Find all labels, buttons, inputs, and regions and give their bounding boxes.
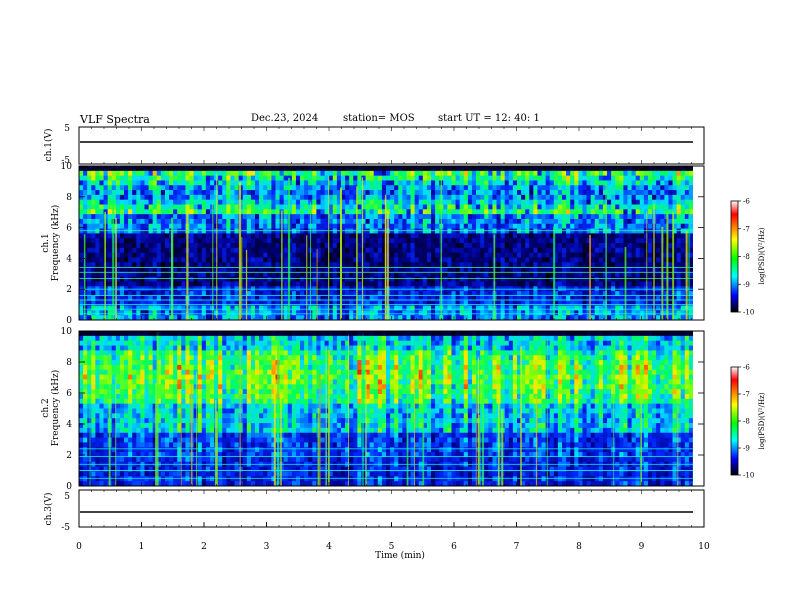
xtick-label-9: 9 xyxy=(639,542,645,552)
colorbar-tick-1-2: -8 xyxy=(743,253,750,261)
ytick-label-1-2: 4 xyxy=(66,254,72,264)
ytick-label-2-1: 2 xyxy=(66,451,72,461)
colorbar-tick-2-1: -7 xyxy=(743,391,750,399)
xtick-label-4: 4 xyxy=(326,542,332,552)
xtick-label-6: 6 xyxy=(451,542,457,552)
xtick-label-7: 7 xyxy=(514,542,520,552)
ch2-colorbar: -6 -7 -8 -9 -10 log(PSD)(V²/Hz) xyxy=(730,364,766,480)
ytick-label-2-3: 6 xyxy=(66,389,72,399)
ch2-frequency-axis: 0 2 4 6 8 10 xyxy=(61,327,704,492)
ch1-colorbar-ticks: -6 -7 -8 -9 -10 xyxy=(738,198,754,317)
ch3-voltage-frame xyxy=(78,489,705,528)
ytick-label-2-2: 4 xyxy=(66,420,72,430)
colorbar-tick-2-3: -9 xyxy=(743,445,750,453)
ch1-ylabel-channel: ch.1 xyxy=(41,233,51,252)
xtick-label-1: 1 xyxy=(139,542,145,552)
ch1-colorbar: -6 -7 -8 -9 -10 log(PSD)(V²/Hz) xyxy=(730,198,766,317)
ch1-voltage-ylabel: ch.1(V) xyxy=(43,129,54,162)
time-axis-label: Time (min) xyxy=(375,550,425,561)
ch1-spectrogram-image xyxy=(79,166,693,320)
ch1-voltage-ytick-top: 5 xyxy=(64,124,70,134)
ch2-colorbar-gradient xyxy=(730,366,739,476)
ytick-label-2-4: 8 xyxy=(66,358,72,368)
colorbar-tick-2-2: -8 xyxy=(743,418,750,426)
ytick-label-2-0: 0 xyxy=(66,482,72,492)
xtick-label-10: 10 xyxy=(698,542,710,552)
ch3-voltage-ylabel: ch.3(V) xyxy=(43,493,54,526)
ch2-ylabel-frequency: Frequency (kHz) xyxy=(50,370,61,447)
ytick-label-1-0: 0 xyxy=(66,316,72,326)
ch1-voltage-ytick-bottom: -5 xyxy=(61,156,70,166)
xtick-label-2: 2 xyxy=(201,542,207,552)
ch1-colorbar-gradient xyxy=(730,200,739,313)
start-time-label: start UT = 12: 40: 1 xyxy=(438,113,540,124)
colorbar-tick-2-4: -10 xyxy=(743,472,754,480)
ch2-spectrogram-image xyxy=(79,331,693,486)
xtick-label-8: 8 xyxy=(576,542,582,552)
ytick-label-1-5: 10 xyxy=(61,162,73,172)
colorbar-tick-2-0: -6 xyxy=(743,364,750,372)
ch1-voltage-frame xyxy=(78,126,705,165)
ch2-colorbar-label: log(PSD)(V²/Hz) xyxy=(758,392,766,449)
station-label: station= MOS xyxy=(343,113,415,124)
figure-title: VLF Spectra xyxy=(80,113,150,126)
time-axis: 0 1 2 3 4 5 6 7 8 9 10 xyxy=(76,127,710,552)
colorbar-tick-1-3: -9 xyxy=(743,281,750,289)
xtick-label-3: 3 xyxy=(264,542,270,552)
ch3-voltage-ytick-bottom: -5 xyxy=(61,523,70,533)
ytick-label-2-5: 10 xyxy=(61,327,73,337)
ch1-colorbar-label: log(PSD)(V²/Hz) xyxy=(758,227,766,284)
xtick-label-5: 5 xyxy=(389,542,395,552)
ytick-label-1-3: 6 xyxy=(66,224,72,234)
ch1-spectrogram-panel: 0 2 4 6 8 10 ch.1 Frequency (kHz) xyxy=(41,162,705,326)
colorbar-tick-1-0: -6 xyxy=(743,198,750,206)
ch1-frequency-axis: 0 2 4 6 8 10 xyxy=(61,162,704,326)
colorbar-tick-1-4: -10 xyxy=(743,309,754,317)
ch3-voltage-panel: 5 -5 ch.3(V) 0 1 2 3 4 5 6 7 8 9 10 Time (min) xyxy=(43,127,710,561)
date-label: Dec.23, 2024 xyxy=(251,113,319,124)
ytick-label-1-1: 2 xyxy=(66,285,72,295)
ch1-voltage-panel: 5 -5 ch.1(V) xyxy=(43,124,705,166)
ytick-label-1-4: 8 xyxy=(66,193,72,203)
ch3-voltage-ytick-top: 5 xyxy=(64,492,70,502)
ch2-spectrogram-panel: 0 2 4 6 8 10 ch.2 Frequency (kHz) xyxy=(41,327,705,492)
ch1-ylabel-frequency: Frequency (kHz) xyxy=(50,205,61,282)
ch2-ylabel-channel: ch.2 xyxy=(41,398,51,417)
ch2-colorbar-ticks: -6 -7 -8 -9 -10 xyxy=(738,364,754,480)
xtick-label-0: 0 xyxy=(76,542,82,552)
colorbar-tick-1-1: -7 xyxy=(743,225,750,233)
